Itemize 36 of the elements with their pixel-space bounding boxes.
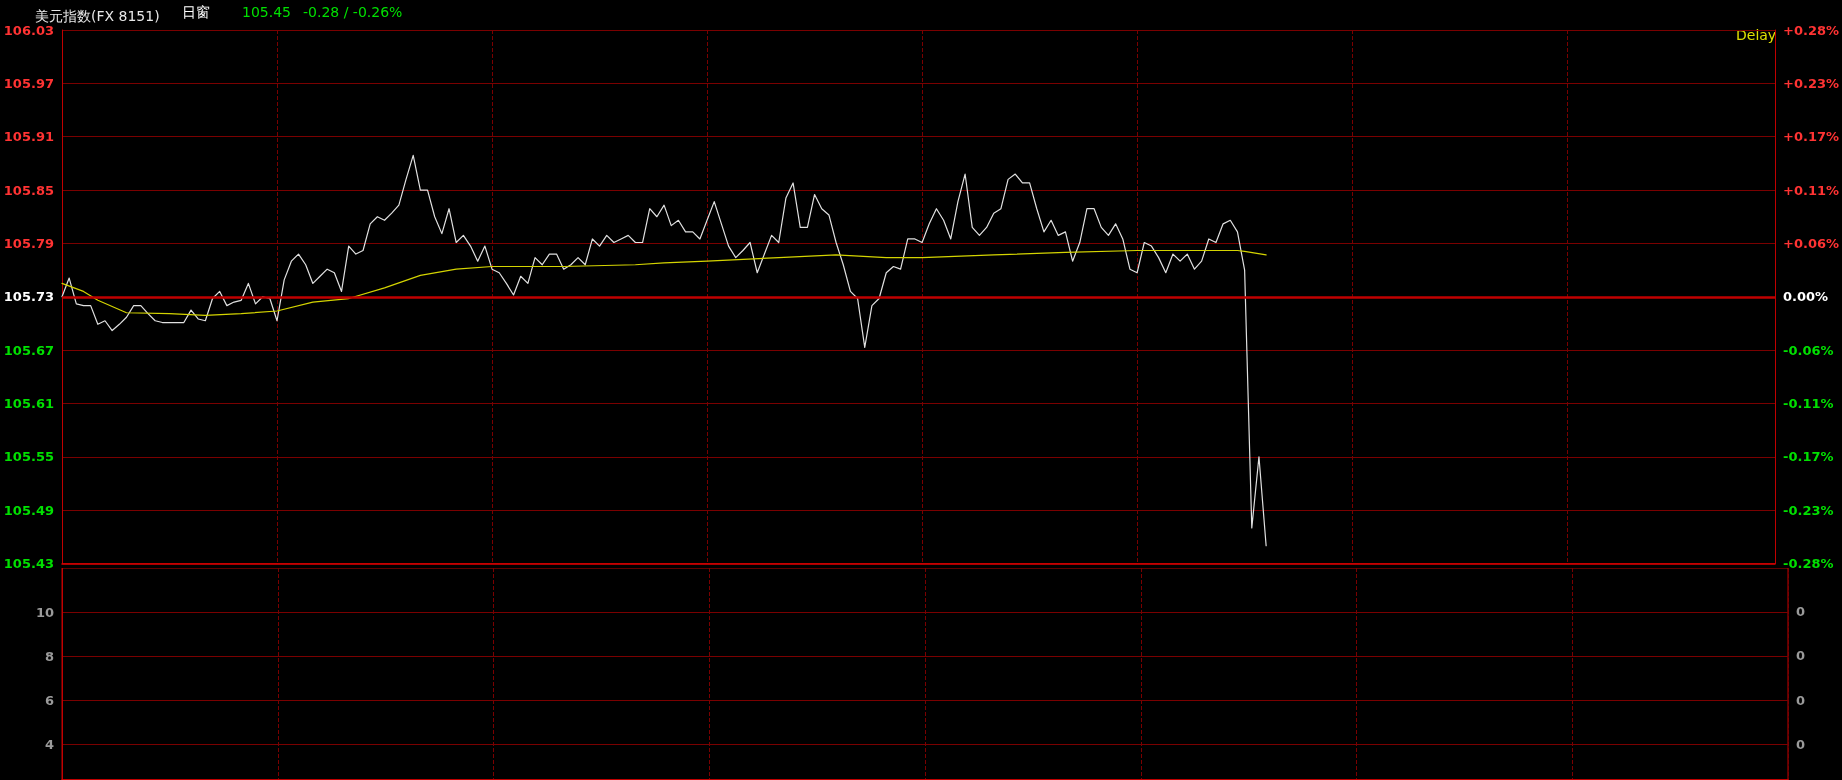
y2-tick-label: +0.23% bbox=[1783, 75, 1840, 91]
y2-tick-label: +0.11% bbox=[1783, 182, 1840, 198]
y-tick-label: 105.91 bbox=[3, 129, 54, 145]
y-tick-label: 8 bbox=[44, 648, 54, 664]
y-tick-label: 6 bbox=[44, 693, 54, 708]
y2-tick-label: -0.28% bbox=[1783, 556, 1834, 571]
text: 105.45 bbox=[242, 4, 291, 20]
y2-tick-label: -0.23% bbox=[1783, 502, 1834, 518]
y-tick-label: 105.67 bbox=[3, 342, 54, 358]
text: 0 bbox=[1796, 604, 1806, 620]
y2-tick-label: +0.28% bbox=[1783, 22, 1840, 38]
text: 日窗 bbox=[182, 4, 210, 20]
y2-tick-label: +0.17% bbox=[1783, 129, 1840, 145]
y2-tick-label: +0.06% bbox=[1783, 235, 1840, 251]
y2-tick-label: 0.00% bbox=[1783, 289, 1829, 305]
y-tick-label: 105.73 bbox=[3, 289, 54, 305]
y2-tick-label: -0.17% bbox=[1783, 449, 1834, 465]
y-tick-label: 106.03 bbox=[3, 22, 54, 38]
y-tick-label: 105.43 bbox=[3, 556, 54, 571]
y-tick-label: 105.49 bbox=[3, 502, 54, 518]
y-tick-label: 105.85 bbox=[3, 182, 54, 198]
line-series bbox=[61, 249, 1267, 317]
chart-title: 美元指数(FX 8151) bbox=[35, 8, 160, 24]
y-tick-label: 105.97 bbox=[3, 75, 54, 91]
text: 0 bbox=[1796, 736, 1806, 752]
text: -0.28 / -0.26% bbox=[303, 4, 403, 20]
y-tick-label: 105.61 bbox=[3, 395, 54, 411]
line-series bbox=[61, 154, 1267, 547]
y2-tick-label: -0.06% bbox=[1783, 342, 1834, 358]
y-tick-label: 10 bbox=[35, 604, 54, 620]
y-tick-label: 4 bbox=[44, 737, 54, 753]
y2-tick-label: -0.11% bbox=[1783, 395, 1834, 411]
text: 0 bbox=[1796, 692, 1806, 708]
y-tick-label: 105.55 bbox=[3, 449, 54, 465]
y-tick-label: 105.79 bbox=[3, 235, 54, 251]
text: 0 bbox=[1796, 648, 1806, 664]
